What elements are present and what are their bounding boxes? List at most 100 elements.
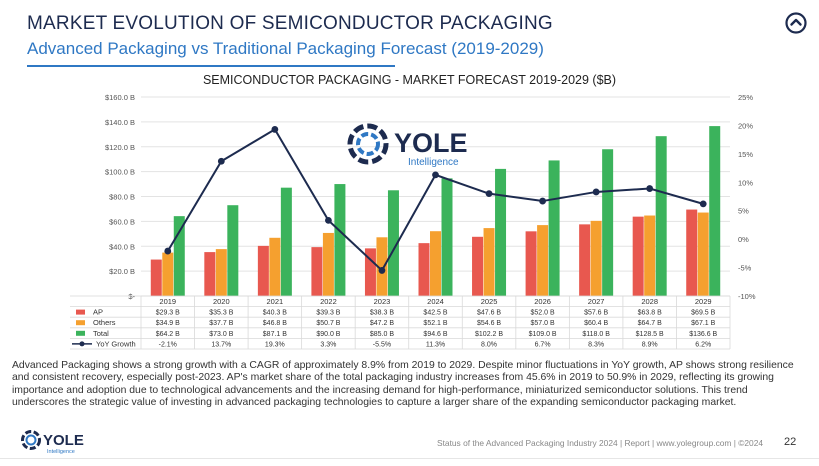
legend-label: YoY Growth: [96, 339, 136, 348]
data-table: 2019 2020 2021 2022 2023 2024 2025 2026 2027 2028…: [70, 295, 731, 350]
data-label: $60.4 B: [584, 320, 608, 327]
data-label: $54.6 B: [477, 320, 501, 327]
data-label: $64.7 B: [638, 320, 662, 327]
yoy-point-2028: [646, 185, 654, 192]
x-tick-label: 2029: [695, 297, 712, 306]
footer-logo-tagline: Intelligence: [47, 449, 75, 455]
bar-ap-2025: [472, 236, 484, 296]
bar-others-2027: [590, 220, 602, 296]
y-left-tick-label: $60.0 B: [109, 217, 135, 226]
bar-others-2028: [644, 215, 656, 296]
data-label: $64.2 B: [156, 331, 180, 338]
bar-total-2022: [334, 184, 346, 296]
yoy-point-2019: [164, 247, 172, 255]
y-left-tick-label: $140.0 B: [105, 118, 135, 127]
data-label: $47.2 B: [370, 320, 394, 327]
footer-logo[interactable]: YOLE Intelligence: [20, 428, 90, 456]
bar-ap-2020: [204, 252, 216, 296]
y-right-tick-label: -5%: [738, 264, 752, 273]
y-left-tick-label: $120.0 B: [105, 143, 135, 152]
x-tick-label: 2027: [588, 297, 605, 306]
data-label: $47.6 B: [477, 310, 501, 317]
bar-total-2028: [655, 136, 667, 296]
bar-ap-2028: [632, 216, 644, 296]
bars: [150, 126, 721, 296]
bar-total-2025: [495, 168, 507, 296]
y-left-tick-label: $100.0 B: [105, 168, 135, 177]
data-label: $52.0 B: [531, 310, 555, 317]
bar-ap-2026: [525, 231, 537, 296]
data-label: 8.9%: [642, 341, 658, 348]
y-left-tick-label: $160.0 B: [105, 93, 135, 102]
logo-wordmark: YOLE: [394, 128, 468, 158]
legend-swatch-total: [76, 330, 85, 336]
axes: $- $20.0 B $40.0 B $60.0 B $80.0 B $100.0 B $1…: [105, 93, 756, 301]
bar-others-2029: [697, 212, 709, 296]
data-label: 3.3%: [320, 341, 336, 348]
data-label: -5.5%: [373, 341, 391, 348]
summary-paragraph: Advanced Packaging shows a strong growth…: [12, 360, 794, 408]
data-label: $118.0 B: [582, 331, 610, 338]
data-label: 11.3%: [426, 341, 445, 348]
data-label: 19.3%: [265, 341, 285, 348]
yoy-point-2029: [699, 200, 707, 208]
data-label: $90.0 B: [316, 331, 340, 338]
yoy-point-2021: [271, 126, 279, 133]
bar-others-2022: [322, 232, 334, 296]
yoy-point-2023: [378, 267, 386, 274]
data-label: $73.0 B: [209, 331, 233, 338]
data-label: $40.3 B: [263, 310, 287, 317]
page-number: 22: [784, 436, 797, 448]
bar-total-2023: [387, 190, 399, 296]
data-label: $136.6 B: [689, 331, 717, 338]
y-left-tick-label: $40.0 B: [109, 242, 135, 251]
y-right-tick-label: 20%: [738, 121, 753, 130]
bar-ap-2021: [257, 245, 269, 296]
legend-swatch-ap: [76, 309, 85, 315]
scroll-to-top-button[interactable]: [785, 12, 807, 34]
bar-total-2021: [280, 187, 292, 296]
legend-marker-icon: [79, 341, 85, 347]
data-label: 8.0%: [481, 341, 497, 348]
bar-ap-2019: [150, 259, 162, 296]
data-label: $50.7 B: [316, 320, 340, 327]
bar-others-2024: [430, 231, 441, 296]
bar-total-2020: [227, 205, 239, 296]
y-right-tick-label: 10%: [738, 178, 753, 187]
x-tick-label: 2019: [159, 297, 176, 306]
data-label: $46.8 B: [263, 320, 287, 327]
data-label: $57.0 B: [531, 320, 555, 327]
y-right-tick-label: 15%: [738, 150, 753, 159]
bar-total-2027: [602, 149, 614, 296]
bar-ap-2024: [418, 243, 430, 296]
data-label: $67.1 B: [691, 320, 715, 327]
yoy-point-2022: [325, 216, 332, 224]
bar-others-2025: [483, 228, 495, 296]
logo-tagline: Intelligence: [408, 157, 459, 168]
y-left-tick-label: $80.0 B: [109, 193, 135, 202]
bar-others-2020: [215, 249, 227, 296]
x-tick-label: 2026: [534, 297, 551, 306]
yoy-point-2027: [592, 188, 600, 196]
data-label: $63.8 B: [638, 310, 662, 317]
data-label: -2.1%: [159, 341, 177, 348]
data-label: $39.3 B: [316, 310, 340, 317]
footer-logo-inner-icon: [25, 434, 37, 446]
y-right-tick-label: -10%: [738, 292, 756, 301]
data-label: 6.7%: [535, 341, 551, 348]
yoy-point-2020: [217, 157, 225, 165]
y-left-tick-label: $20.0 B: [109, 267, 135, 276]
legend-swatch-others: [76, 320, 85, 326]
bar-others-2021: [269, 237, 281, 296]
data-label: $85.0 B: [370, 331, 394, 338]
page-title: MARKET EVOLUTION OF SEMICONDUCTOR PACKAG…: [27, 13, 553, 34]
logo-ring-icon: [347, 123, 389, 165]
data-label: $69.5 B: [691, 310, 715, 317]
x-tick-label: 2021: [267, 297, 284, 306]
chevron-up-icon: [790, 18, 802, 26]
title-underline: [27, 65, 395, 67]
data-label: $37.7 B: [209, 320, 233, 327]
x-tick-label: 2025: [481, 297, 498, 306]
data-label: $128.5 B: [636, 331, 664, 338]
data-label: $109.0 B: [529, 331, 557, 338]
